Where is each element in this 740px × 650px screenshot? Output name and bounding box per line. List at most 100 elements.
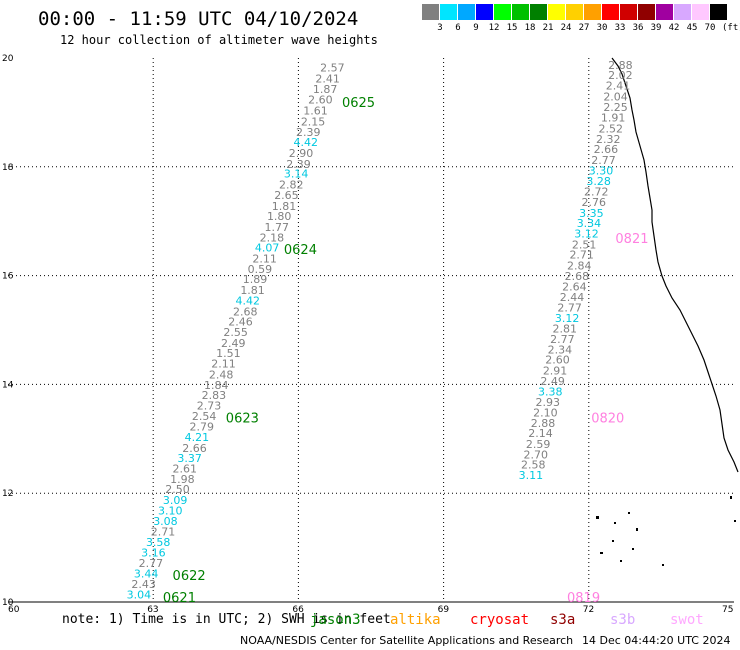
legend-swatch [620,4,637,20]
x-tick-label: 75 [722,605,733,615]
swh-value-label: 2.68 [565,270,590,283]
swh-value-label: 2.25 [603,101,628,114]
map-subtitle: 12 hour collection of altimeter wave hei… [60,33,378,47]
satellite-legend-item: s3b [610,612,636,628]
swh-value-label: 1.89 [243,273,267,286]
legend-label: 45 [686,23,698,33]
swh-value-label: 2.81 [553,323,578,336]
swh-value-label: 2.18 [260,231,285,244]
swh-value-label: 2.77 [139,557,164,570]
swh-value-label: 2.10 [533,406,558,419]
generated-timestamp: 14 Dec 04:44:20 UTC 2024 [582,634,731,647]
swh-value-label: 1.80 [267,210,292,223]
x-tick-label: 69 [438,605,450,615]
swh-value-label: 2.04 [603,90,628,103]
swh-value-label: 2.79 [190,421,215,434]
swh-value-label: 2.41 [315,72,340,85]
satellite-tracks: 2.572.411.872.601.612.152.394.422.902.39… [127,59,649,606]
legend-swatch [440,4,457,20]
swh-value-label: 2.15 [301,115,326,128]
pass-time-label: 0819 [567,591,600,606]
swh-value-label: 2.55 [223,326,248,339]
swh-value-label: 2.60 [308,94,333,107]
lat-lon-grid [8,58,734,603]
swh-value-label: 2.57 [320,62,345,75]
credit-line: NOAA/NESDIS Center for Satellite Applica… [240,634,574,647]
legend-label: 39 [650,23,662,33]
swh-value-label: 2.44 [560,291,585,304]
swh-value-label: 3.37 [177,452,202,465]
swh-value-label: 1.77 [265,221,290,234]
swh-value-label: 2.49 [221,337,246,350]
swh-value-label: 2.61 [173,463,198,476]
satellite-legend-item: altika [390,612,441,628]
legend-label: 27 [578,23,590,33]
pass-time-label: 0820 [591,411,624,426]
legend-swatch [530,4,547,20]
swh-value-label: 2.82 [279,179,304,192]
swh-value-label: 2.11 [211,358,236,371]
swh-value-label: 3.14 [284,168,309,181]
swh-value-label: 2.50 [165,483,190,496]
legend-swatch [656,4,673,20]
swh-value-label: 2.66 [182,442,207,455]
swh-value-label: 3.10 [158,504,183,517]
swh-value-label: 2.84 [567,260,592,273]
legend-swatch [458,4,475,20]
swh-value-label: 1.87 [313,83,338,96]
axis-ticks: 60 63 66 69 72 75 20 18 16 14 12 10 [2,54,733,615]
swh-value-label: 3.11 [519,469,544,482]
swh-value-label: 2.59 [526,438,551,451]
swh-value-label: 3.44 [134,568,159,581]
y-tick-label: 16 [2,272,14,282]
swh-value-label: 4.07 [255,242,280,255]
y-tick-label: 20 [2,54,14,64]
pass-time-label: 0821 [615,232,648,247]
legend-label: 9 [473,23,479,33]
swh-value-label: 3.08 [153,515,178,528]
swh-value-label: 2.71 [569,249,594,262]
swh-value-label: 2.49 [540,375,565,388]
legend-label: 12 [488,23,500,33]
swh-value-label: 3.34 [577,217,602,230]
swh-value-label: 2.48 [209,368,234,381]
swh-value-label: 2.60 [545,354,570,367]
swh-value-label: 2.64 [562,280,587,293]
map-title: 00:00 - 11:59 UTC 04/10/2024 [38,8,359,30]
pass-time-label: 0622 [173,569,206,584]
swh-value-label: 2.39 [296,126,321,139]
swh-value-label: 2.76 [582,196,607,209]
swh-value-label: 2.73 [197,399,222,412]
legend-swatch [494,4,511,20]
swh-value-label: 2.41 [606,80,631,93]
swh-value-label: 3.16 [141,546,166,559]
swh-value-label: 2.68 [233,305,258,318]
swh-value-label: 3.58 [146,536,171,549]
swh-value-label: 2.72 [584,186,609,199]
coastline [596,57,739,566]
legend-label: 3 [437,23,443,33]
y-tick-label: 12 [2,489,13,499]
swh-value-label: 0.59 [248,263,273,276]
pass-time-label: 0623 [226,411,259,426]
swh-value-label: 2.51 [572,238,597,251]
coastal-islands [596,496,736,566]
satellite-legend-item: jason3 [310,612,361,628]
swh-value-label: 2.58 [521,459,546,472]
swh-value-label: 2.88 [608,59,633,72]
swh-value-label: 2.54 [192,410,217,423]
swh-value-label: 2.14 [528,427,553,440]
pass-time-label: 0621 [163,591,196,606]
legend-swatch [710,4,727,20]
swh-value-label: 4.42 [235,294,259,307]
legend-unit: (ft) [722,23,740,33]
swh-value-label: 2.34 [548,343,573,356]
swh-value-label: 1.84 [204,379,229,392]
legend-label: 70 [704,23,716,33]
swh-value-label: 2.46 [228,316,253,329]
y-tick-label: 14 [2,380,14,390]
swh-value-label: 2.93 [536,396,561,409]
legend-label: 6 [455,23,461,33]
x-tick-label: 63 [147,605,158,615]
legend-label: 30 [596,23,608,33]
